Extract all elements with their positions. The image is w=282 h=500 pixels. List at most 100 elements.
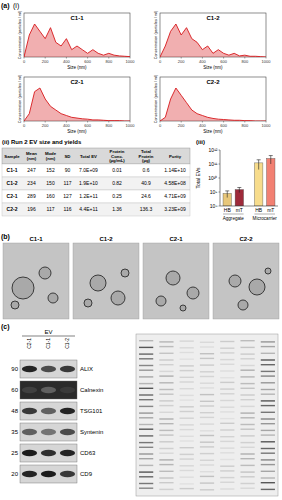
gel-band <box>220 359 234 360</box>
gel-band <box>220 488 234 489</box>
cell: 234 <box>27 180 36 186</box>
tick-label: 0 <box>23 123 26 128</box>
tem-background <box>213 243 279 319</box>
gel-band <box>240 424 254 425</box>
gel-band <box>261 400 275 401</box>
tem-background <box>3 243 69 319</box>
band <box>60 387 75 393</box>
protein-gel <box>136 334 278 496</box>
cell: 0.82 <box>112 180 122 186</box>
panel-label: (iii) <box>196 139 205 145</box>
header-line: (nm) <box>27 156 37 161</box>
nta-plot: 02004006008001000C2-2Size (nm)Concentrat… <box>154 74 271 134</box>
gel-band <box>180 370 194 371</box>
nta-plot: 02004006008001000C2-1Size (nm)Concentrat… <box>18 74 135 134</box>
vesicle <box>249 279 265 295</box>
category-label: mT <box>236 207 243 213</box>
panel-label: (b) <box>1 233 10 241</box>
blot-strip <box>20 444 77 462</box>
tick-label: 600 <box>84 123 91 128</box>
gel-band <box>261 382 275 383</box>
vesicle <box>48 293 58 303</box>
tick-label: 600 <box>220 59 227 64</box>
gel-band <box>240 399 254 400</box>
curve-area <box>160 24 266 57</box>
cell: 4.4E+11 <box>79 206 98 212</box>
gel-band <box>200 489 214 490</box>
plot-frame <box>160 77 266 121</box>
cell: C1-1 <box>7 167 18 173</box>
gel-band <box>159 382 173 383</box>
mw-label: 25 <box>11 450 18 456</box>
plot-frame <box>24 13 130 57</box>
gel-band <box>159 489 173 490</box>
header-cell: Total EV <box>80 154 97 159</box>
gel-band <box>261 359 275 360</box>
image-label: C1-1 <box>29 236 43 242</box>
gel-band <box>240 406 254 407</box>
tick-label: 400 <box>199 123 206 128</box>
gel-band <box>159 359 173 360</box>
vesicle <box>12 277 34 299</box>
gel-band <box>261 405 275 406</box>
gel-band <box>159 412 173 413</box>
cell: 4.58E+08 <box>164 180 186 186</box>
gel-band <box>180 483 194 484</box>
tick-label: 10⁹ <box>210 189 218 195</box>
cell: 3.23E+09 <box>164 206 186 212</box>
gel-band <box>139 488 153 489</box>
vesicle <box>156 296 166 306</box>
axis-label: Concentration (particles / ml) <box>154 74 158 123</box>
header-line: (nm) <box>46 156 56 161</box>
cell: C1-2 <box>7 180 18 186</box>
row-bg <box>2 203 190 216</box>
gel-band <box>180 424 194 425</box>
gel-band <box>220 482 234 483</box>
protein-label: CD63 <box>80 450 96 456</box>
gel-band <box>159 389 173 390</box>
cell: 90 <box>65 167 71 173</box>
gel-band <box>220 429 234 430</box>
protein-label: Syntenin <box>80 429 103 435</box>
gel-band <box>139 453 153 454</box>
gel-band <box>261 371 275 372</box>
axis-label: Concentration (particles / ml) <box>18 10 22 59</box>
panel-label: (i) <box>13 2 19 10</box>
vesicle <box>84 299 92 307</box>
gel-band <box>261 459 275 460</box>
group-line <box>223 214 244 215</box>
gel-band <box>139 383 153 384</box>
gel-band <box>220 452 234 453</box>
cell: 150 <box>46 180 55 186</box>
gel-band <box>180 352 194 353</box>
gel-band <box>180 447 194 448</box>
gel-band <box>180 388 194 389</box>
gel-band <box>139 424 153 425</box>
header-cell: Purity <box>169 154 182 159</box>
gel-band <box>261 477 275 478</box>
gel-band <box>180 470 194 471</box>
gel-band <box>261 441 275 442</box>
tem-image: C1-1 <box>3 236 69 319</box>
gel-band <box>139 465 153 466</box>
plot-frame <box>160 13 266 57</box>
error-bar <box>257 160 261 170</box>
gel-band <box>139 370 153 371</box>
curve-area <box>160 88 266 121</box>
group-label: Aggregate <box>223 216 245 221</box>
vesicle <box>180 305 186 311</box>
axis-label: Size (nm) <box>67 65 87 70</box>
tick-label: 10⁸ <box>210 203 218 209</box>
gel-band <box>200 476 214 477</box>
gel-band <box>159 400 173 401</box>
cell: 4.71E+09 <box>164 193 186 199</box>
category-label: HB <box>224 207 232 213</box>
tem-background <box>73 243 139 319</box>
gel-band <box>180 340 194 341</box>
band <box>41 408 56 414</box>
gel-band <box>159 405 173 406</box>
gel-band <box>159 346 173 347</box>
gel-band <box>240 458 254 459</box>
category-label: mT <box>267 207 274 213</box>
gel-band <box>180 477 194 478</box>
